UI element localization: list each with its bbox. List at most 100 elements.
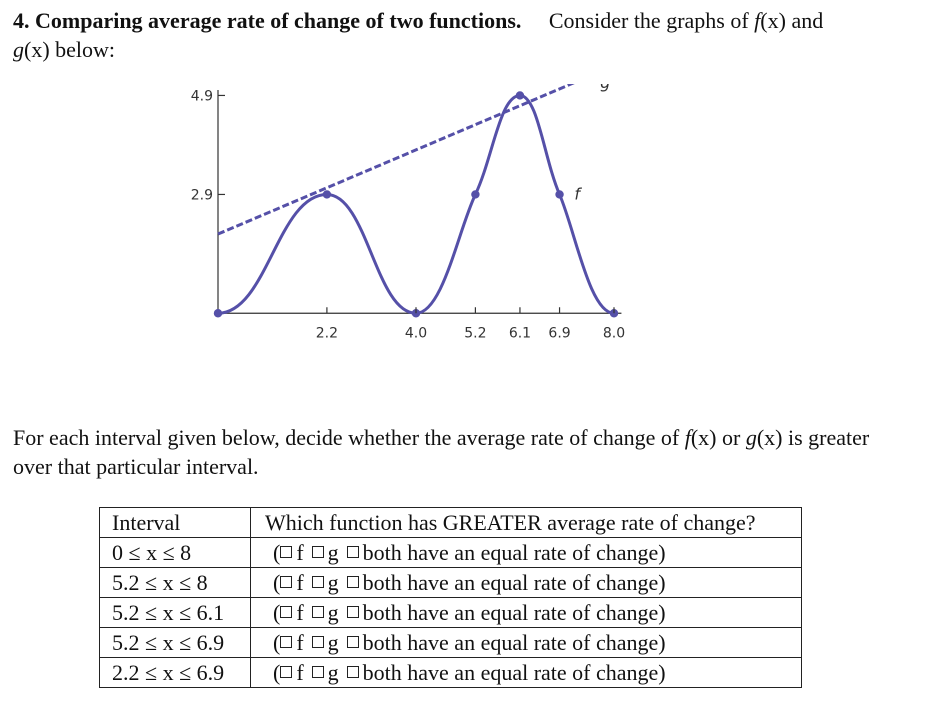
choice-g-label: g bbox=[327, 600, 339, 625]
data-point bbox=[322, 190, 332, 199]
f-arg: (x) bbox=[760, 8, 786, 33]
choice-cell: (f g both have an equal rate of change) bbox=[250, 657, 802, 688]
y-tick-label: 4.9 bbox=[191, 88, 213, 104]
checkbox-g[interactable] bbox=[311, 606, 324, 618]
problem-heading: Comparing average rate of change of two … bbox=[35, 8, 522, 33]
checkbox-g[interactable] bbox=[311, 666, 324, 678]
choice-g[interactable]: g bbox=[311, 570, 339, 595]
table-row: 0 ≤ x ≤ 8 ( f g both have an equal rate of c… bbox=[99, 537, 802, 568]
choice-both[interactable]: both have an equal rate of change) bbox=[346, 570, 666, 595]
checkbox-both[interactable] bbox=[346, 636, 359, 648]
data-point bbox=[471, 190, 480, 199]
choice-f-label: f bbox=[296, 570, 304, 595]
choice-f[interactable]: f bbox=[280, 600, 304, 625]
choice-g-label: g bbox=[327, 660, 339, 685]
interval-cell: 5.2 ≤ x ≤ 8 bbox=[99, 567, 251, 598]
checkbox-g[interactable] bbox=[311, 636, 324, 648]
problem-intro: Consider the graphs of bbox=[548, 8, 749, 33]
checkbox-both[interactable] bbox=[346, 576, 359, 588]
choice-f-label: f bbox=[296, 660, 304, 685]
header-interval: Interval bbox=[99, 507, 251, 538]
choice-both[interactable]: both have an equal rate of change) bbox=[346, 540, 666, 565]
choice-f[interactable]: f bbox=[280, 660, 304, 685]
instruction-g: g bbox=[745, 425, 757, 450]
choice-g-label: g bbox=[327, 570, 339, 595]
choice-g-label: g bbox=[327, 540, 339, 565]
choice-g[interactable]: g bbox=[311, 630, 339, 655]
checkbox-both[interactable] bbox=[346, 666, 359, 678]
answer-table: Interval Which function has GREATER aver… bbox=[99, 507, 802, 688]
instruction-or: or bbox=[721, 425, 741, 450]
interval-cell: 0 ≤ x ≤ 8 bbox=[99, 537, 251, 568]
x-tick-label: 6.1 bbox=[509, 325, 531, 341]
table-row: 5.2 ≤ x ≤ 8 ( f g both have an equal rate of… bbox=[99, 567, 802, 598]
choice-cell: ( f g both have an equal rate of change) bbox=[250, 567, 802, 598]
x-tick-label: 8.0 bbox=[603, 325, 625, 341]
interval-cell: 5.2 ≤ x ≤ 6.9 bbox=[99, 627, 251, 658]
choice-f-label: f bbox=[296, 630, 304, 655]
problem-statement: 4. Comparing average rate of change of t… bbox=[13, 6, 933, 64]
interval-cell: 2.2 ≤ x ≤ 6.9 bbox=[99, 657, 251, 688]
checkbox-f[interactable] bbox=[280, 546, 293, 558]
instruction-part2: is greater over that particular interval… bbox=[13, 425, 870, 479]
open-paren: ( bbox=[273, 600, 281, 625]
series-label-f: f bbox=[574, 184, 582, 203]
choice-both-label: both have an equal rate of change) bbox=[362, 540, 666, 565]
series-g-line bbox=[217, 84, 575, 236]
choice-both-label: both have an equal rate of change) bbox=[362, 600, 666, 625]
checkbox-g[interactable] bbox=[311, 546, 324, 558]
instruction-f-arg: (x) bbox=[690, 425, 717, 450]
checkbox-f[interactable] bbox=[280, 666, 293, 678]
f-symbol: f bbox=[754, 8, 761, 33]
choice-f[interactable]: f bbox=[280, 540, 304, 565]
choice-cell: ( f g both have an equal rate of change) bbox=[250, 537, 802, 568]
choice-f-label: f bbox=[296, 600, 304, 625]
table-row: 5.2 ≤ x ≤ 6.1 ( f g both have an equal rate … bbox=[99, 597, 802, 628]
problem-number: 4. bbox=[13, 8, 30, 33]
table-row: 5.2 ≤ x ≤ 6.9 ( f g both have an equal rate … bbox=[99, 627, 802, 658]
choice-both-label: both have an equal rate of change) bbox=[362, 570, 666, 595]
data-point bbox=[213, 309, 223, 318]
and-word: and bbox=[791, 8, 824, 33]
choice-g[interactable]: g bbox=[311, 660, 339, 685]
choice-both-label: both have an equal rate of change) bbox=[362, 630, 666, 655]
checkbox-f[interactable] bbox=[280, 606, 293, 618]
choice-f-label: f bbox=[296, 540, 304, 565]
open-paren: ( bbox=[273, 570, 281, 595]
checkbox-both[interactable] bbox=[346, 546, 359, 558]
checkbox-g[interactable] bbox=[311, 576, 324, 588]
function-graph: 4.9 2.9 2.2 4.0 5.2 6.1 6.9 8.0 g f bbox=[191, 84, 625, 341]
data-point bbox=[555, 190, 564, 199]
choice-cell: ( f g both have an equal rate of change) bbox=[250, 627, 802, 658]
data-point bbox=[515, 91, 525, 100]
g-arg: (x) bbox=[24, 37, 50, 62]
choice-g[interactable]: g bbox=[311, 600, 339, 625]
y-tick-label: 2.9 bbox=[191, 187, 213, 203]
choice-both[interactable]: both have an equal rate of change) bbox=[346, 630, 666, 655]
choice-g[interactable]: g bbox=[311, 540, 339, 565]
instruction-part1: For each interval given below, decide wh… bbox=[13, 425, 680, 450]
x-tick-label: 6.9 bbox=[548, 325, 570, 341]
instruction-f: f bbox=[684, 425, 691, 450]
checkbox-f[interactable] bbox=[280, 636, 293, 648]
choice-both-label: both have an equal rate of change) bbox=[362, 660, 666, 685]
choice-f[interactable]: f bbox=[280, 630, 304, 655]
instruction-g-arg: (x) bbox=[756, 425, 783, 450]
series-label-g: g bbox=[600, 84, 610, 92]
table-header-row: Interval Which function has GREATER aver… bbox=[99, 507, 802, 538]
open-paren: ( bbox=[273, 540, 281, 565]
checkbox-both[interactable] bbox=[346, 606, 359, 618]
x-tick-label: 2.2 bbox=[316, 325, 338, 341]
checkbox-f[interactable] bbox=[280, 576, 293, 588]
choice-both[interactable]: both have an equal rate of change) bbox=[346, 660, 666, 685]
instruction-text: For each interval given below, decide wh… bbox=[13, 423, 913, 481]
below-word: below: bbox=[55, 37, 116, 62]
choice-cell: ( f g both have an equal rate of change) bbox=[250, 597, 802, 628]
x-tick-label: 4.0 bbox=[405, 325, 427, 341]
choice-both[interactable]: both have an equal rate of change) bbox=[346, 600, 666, 625]
series-f-curve bbox=[217, 93, 615, 315]
interval-cell: 5.2 ≤ x ≤ 6.1 bbox=[99, 597, 251, 628]
header-question: Which function has GREATER average rate … bbox=[250, 507, 802, 538]
choice-f[interactable]: f bbox=[280, 570, 304, 595]
open-paren: ( bbox=[273, 630, 281, 655]
